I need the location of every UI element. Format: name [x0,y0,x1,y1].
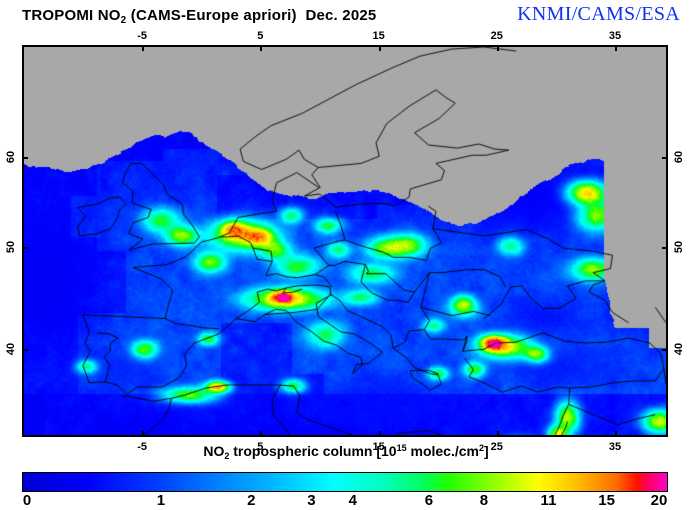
x-tick-label-35: 35 [608,30,622,42]
x-tick-label--5: -5 [137,30,148,42]
axis-tick [142,431,145,437]
cb-subscript: 2 [224,451,230,461]
y-tick-label-right-40: 40 [673,342,685,355]
x-tick-label-5: 5 [257,30,264,42]
cb-units: molec./cm [406,443,479,459]
no2-heatmap-canvas [24,47,666,435]
title-apriori: (CAMS-Europe apriori) [126,7,297,24]
axis-tick [615,431,618,437]
axis-tick [22,156,28,159]
axis-tick [378,431,381,437]
y-tick-label-right-50: 50 [673,240,685,253]
y-tick-label-50: 50 [5,240,17,253]
axis-tick [662,246,668,249]
colorbar-title: NO2 tropospheric column [1015 molec./cm2… [203,443,489,461]
title-date: Dec. 2025 [305,7,377,24]
cb-exponent: 15 [396,443,407,453]
figure-title: TROPOMI NO2 (CAMS-Europe apriori) Dec. 2… [22,7,377,26]
y-tick-label-right-60: 60 [673,150,685,163]
cb-species: NO [203,443,225,459]
axis-tick [22,246,28,249]
axis-tick [378,45,381,51]
colorbar-tick-20: 20 [650,492,668,509]
map-plot-area [22,45,668,437]
colorbar-tick-15: 15 [598,492,615,509]
cb-bracket: ] [484,443,489,459]
y-tick-label-60: 60 [5,150,17,163]
colorbar-tick-8: 8 [479,492,489,509]
colorbar [22,472,668,492]
axis-tick [615,45,618,51]
colorbar-tick-6: 6 [424,492,434,509]
colorbar-tick-0: 0 [22,492,32,509]
axis-tick [260,431,263,437]
axis-tick [496,431,499,437]
title-subscript: 2 [120,15,127,26]
x-tick-label-bottom-15: 15 [372,441,385,453]
colorbar-tick-3: 3 [307,492,316,509]
colorbar-tick-11: 11 [540,492,557,509]
colorbar-tick-4: 4 [348,492,357,509]
credit-label: KNMI/CAMS/ESA [517,3,680,25]
colorbar-tick-2: 2 [247,492,256,509]
colorbar-gradient [23,473,667,491]
cb-mid: tropospheric column [10 [229,443,397,459]
x-tick-label-bottom-35: 35 [608,441,622,453]
x-tick-label-15: 15 [372,30,385,42]
x-tick-label-bottom--5: -5 [137,441,148,453]
x-tick-label-bottom-25: 25 [490,441,503,453]
x-tick-label-bottom-5: 5 [257,441,264,453]
axis-tick [260,45,263,51]
x-tick-label-25: 25 [490,30,503,42]
axis-tick [662,348,668,351]
axis-tick [142,45,145,51]
cb-exponent2: 2 [478,443,484,453]
axis-tick [496,45,499,51]
title-species: TROPOMI NO [22,7,121,24]
axis-tick [662,156,668,159]
colorbar-tick-1: 1 [156,492,166,509]
axis-tick [22,348,28,351]
y-tick-label-40: 40 [5,342,17,355]
